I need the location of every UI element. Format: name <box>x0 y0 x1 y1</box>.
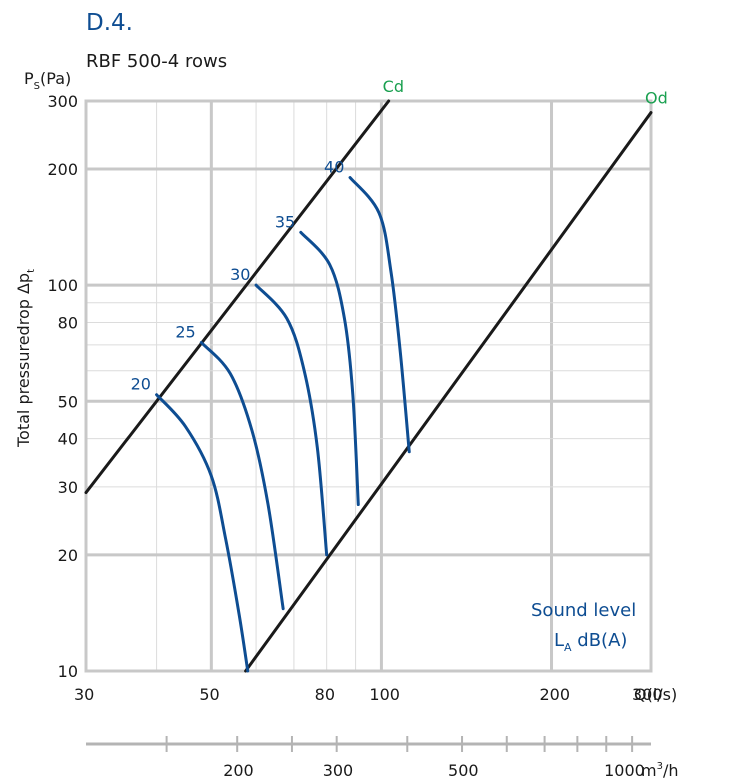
y-tick-label: 80 <box>58 314 78 333</box>
sound-curve-label-20: 20 <box>131 375 151 394</box>
y-tick-label: 300 <box>47 92 78 111</box>
plot-frame <box>84 99 653 673</box>
chart-subtitle: RBF 500-4 rows <box>86 51 227 72</box>
y-tick-label: 40 <box>58 430 78 449</box>
y-tick-label: 10 <box>58 662 78 681</box>
chart-code: D.4. <box>86 10 133 36</box>
legend-sound-level: Sound level <box>531 600 636 621</box>
x-tick-labels: 30 50 80 100 200 300 <box>74 685 663 704</box>
sound-curve-label-35: 35 <box>275 212 295 231</box>
plot-border <box>84 99 653 673</box>
secondary-axis-tick-label: 200 <box>223 761 254 780</box>
sound-level-curves: 20 25 30 35 40 <box>131 158 411 673</box>
boundary-line-od <box>244 111 653 673</box>
sound-curve-40 <box>348 176 411 454</box>
sound-curve-label-40: 40 <box>324 158 344 177</box>
boundary-label-od: Od <box>645 89 668 108</box>
legend-la-dba: LA dB(A) <box>554 630 627 654</box>
y-tick-label: 200 <box>47 160 78 179</box>
x-axis-label: Q(l/s) <box>634 685 677 704</box>
sound-curve-35 <box>299 230 360 507</box>
boundary-lines: Cd Od <box>84 77 668 673</box>
y-tick-label: 100 <box>47 276 78 295</box>
sound-curve-label-25: 25 <box>175 323 195 342</box>
y-tick-labels: 10 20 30 40 50 80 100 200 300 <box>47 92 78 681</box>
x-tick-label: 200 <box>540 685 571 704</box>
y-tick-label: 30 <box>58 478 78 497</box>
sound-curve-20 <box>155 393 250 673</box>
sound-curve-label-30: 30 <box>230 265 250 284</box>
boundary-line-cd <box>84 99 391 495</box>
sound-curve-30 <box>254 283 329 557</box>
y-axis-title: Total pressuredrop Δpt <box>14 269 37 448</box>
x-tick-label: 300 <box>632 685 663 704</box>
secondary-axis-unit: m3/h <box>641 761 679 780</box>
grid <box>86 101 651 671</box>
secondary-axis-tick-label: 1000 <box>604 761 645 780</box>
sound-curve-25 <box>199 341 285 611</box>
boundary-label-cd: Cd <box>383 77 404 96</box>
secondary-axis-ticks: 200 300 500 1000 <box>165 736 645 780</box>
x-tick-label: 80 <box>315 685 335 704</box>
x-tick-label: 30 <box>74 685 94 704</box>
y-axis-unit-label: PS(Pa) <box>24 69 71 92</box>
secondary-axis-tick-label: 300 <box>323 761 354 780</box>
y-tick-label: 20 <box>58 546 78 565</box>
y-tick-label: 50 <box>58 392 78 411</box>
x-tick-label: 100 <box>369 685 400 704</box>
secondary-axis-tick-label: 500 <box>448 761 479 780</box>
x-tick-label: 50 <box>199 685 219 704</box>
